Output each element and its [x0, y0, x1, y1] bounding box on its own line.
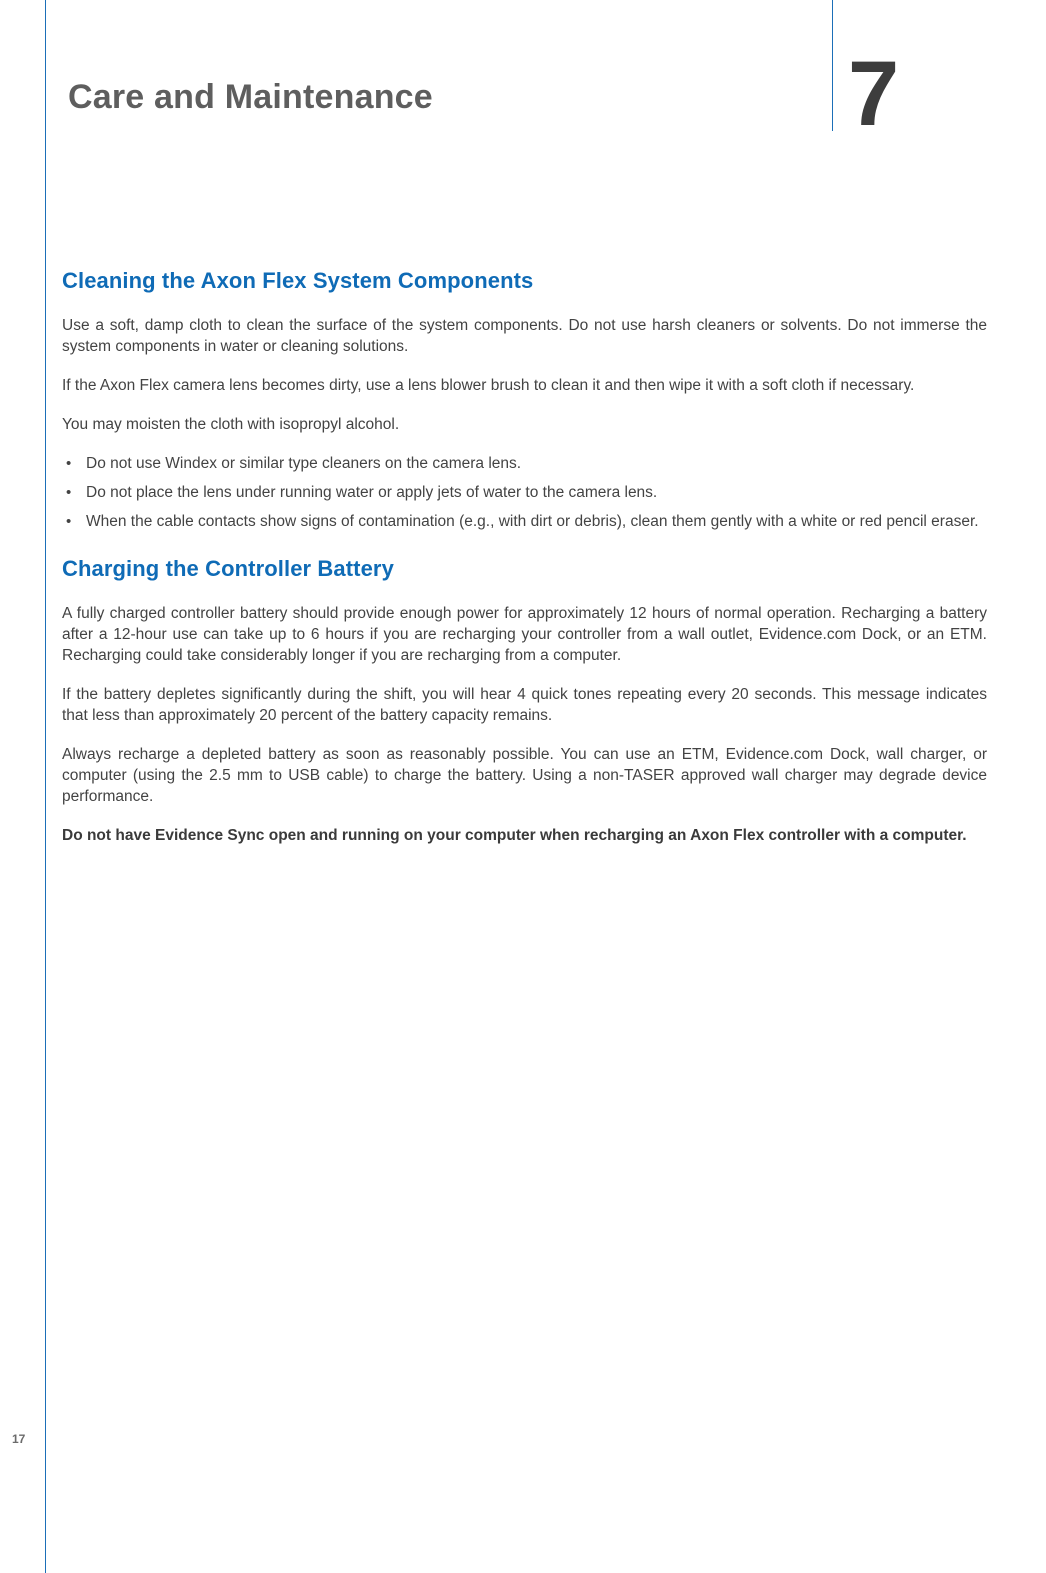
chapter-number: 7 [848, 48, 899, 140]
body-paragraph-bold: Do not have Evidence Sync open and runni… [62, 826, 987, 847]
body-paragraph: If the battery depletes significantly du… [62, 685, 987, 727]
list-item: Do not use Windex or similar type cleane… [62, 454, 987, 475]
chapter-title: Care and Maintenance [68, 78, 433, 117]
page-content: Cleaning the Axon Flex System Components… [62, 268, 987, 865]
section-heading-cleaning: Cleaning the Axon Flex System Components [62, 268, 987, 294]
list-item: When the cable contacts show signs of co… [62, 512, 987, 533]
body-paragraph: If the Axon Flex camera lens becomes dir… [62, 376, 987, 397]
bullet-list: Do not use Windex or similar type cleane… [62, 454, 987, 533]
body-paragraph: A fully charged controller battery shoul… [62, 604, 987, 667]
body-paragraph: Always recharge a depleted battery as so… [62, 745, 987, 808]
chapter-number-rule [832, 0, 833, 131]
body-paragraph: Use a soft, damp cloth to clean the surf… [62, 316, 987, 358]
section-heading-charging: Charging the Controller Battery [62, 556, 987, 582]
document-page: Care and Maintenance 7 Cleaning the Axon… [0, 0, 1046, 1573]
body-paragraph: You may moisten the cloth with isopropyl… [62, 415, 987, 436]
list-item: Do not place the lens under running wate… [62, 483, 987, 504]
page-number: 17 [12, 1432, 25, 1446]
left-margin-rule [45, 0, 46, 1573]
